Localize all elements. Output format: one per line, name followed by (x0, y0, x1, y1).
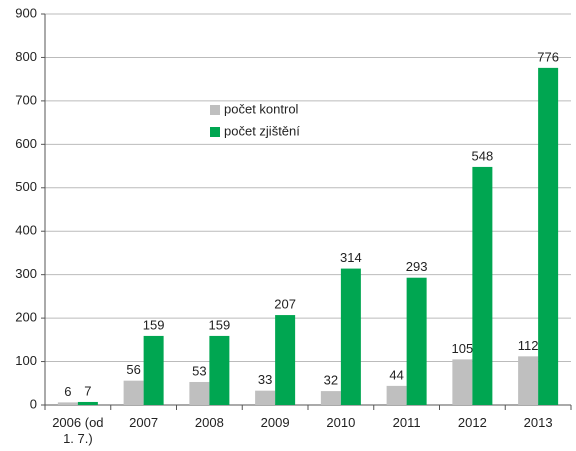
data-label: 112 (518, 338, 539, 353)
x-tick-label: 2012 (457, 415, 487, 430)
y-tick-label: 600 (15, 136, 37, 151)
y-tick-label: 400 (15, 223, 37, 238)
y-tick-label: 800 (15, 49, 37, 64)
bar (452, 359, 473, 405)
data-label: 159 (143, 317, 165, 332)
bar (275, 315, 296, 405)
data-label: 56 (126, 362, 140, 377)
y-tick-label: 300 (15, 266, 37, 281)
x-tick-label: 2013 (523, 415, 553, 430)
data-label: 7 (84, 383, 91, 398)
y-tick-label: 0 (30, 396, 37, 411)
x-tick-label: 2009 (260, 415, 290, 430)
y-tick-label: 200 (15, 310, 37, 325)
data-label: 159 (209, 317, 231, 332)
bar (189, 381, 210, 405)
bar (209, 335, 230, 405)
y-tick-label: 700 (15, 92, 37, 107)
y-tick-label: 500 (15, 179, 37, 194)
x-tick-label: 2006 (od 1. 7.) (52, 415, 104, 446)
data-label: 53 (192, 363, 206, 378)
legend-swatch (210, 105, 220, 115)
x-tick-label: 2010 (326, 415, 356, 430)
bar (77, 401, 98, 405)
data-label: 105 (452, 341, 474, 356)
data-label: 44 (389, 367, 403, 382)
legend-swatch (210, 127, 220, 137)
x-tick-label: 2011 (392, 415, 421, 430)
bar (340, 268, 361, 405)
bar (518, 356, 539, 405)
data-label: 6 (64, 384, 71, 399)
y-tick-label: 100 (15, 353, 37, 368)
y-tick-label: 900 (15, 5, 37, 20)
data-label: 776 (537, 49, 559, 64)
bar (320, 391, 341, 405)
bar (143, 335, 164, 405)
bar (472, 166, 493, 405)
data-label: 293 (406, 259, 428, 274)
data-label: 314 (340, 250, 362, 265)
data-label: 207 (274, 297, 296, 312)
bar (255, 390, 276, 405)
data-label: 33 (258, 372, 272, 387)
bar (123, 380, 144, 405)
data-label: 32 (324, 373, 338, 388)
bar (57, 402, 78, 405)
x-tick-label: 2008 (194, 415, 224, 430)
bar (406, 277, 427, 405)
bar (538, 67, 559, 406)
x-tick-label: 2007 (129, 415, 159, 430)
bar (386, 385, 407, 405)
data-label: 548 (472, 148, 494, 163)
legend-label: počet zjištění (224, 123, 300, 138)
legend-label: počet kontrol (224, 101, 299, 116)
